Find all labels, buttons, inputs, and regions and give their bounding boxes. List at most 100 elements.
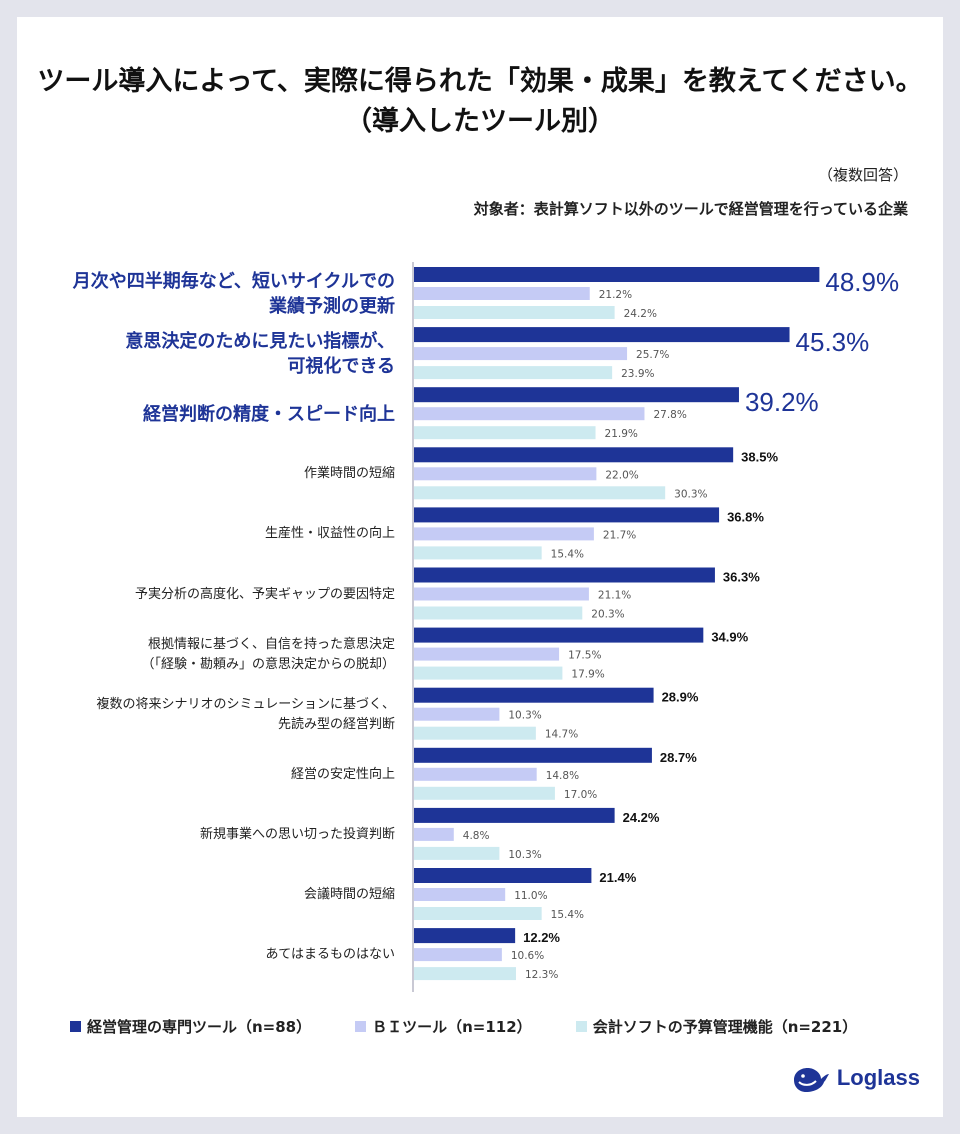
bar-bi-tool-10 xyxy=(414,827,454,841)
value-label-bi-tool-11: 11.0% xyxy=(514,890,547,902)
bar-accounting-software-4 xyxy=(414,486,666,500)
bar-specialized-tool-3 xyxy=(414,387,739,403)
category-label-10: 新規事業への思い切った投資判断 xyxy=(199,826,395,842)
bar-accounting-software-5 xyxy=(414,546,542,560)
bar-bi-tool-2 xyxy=(414,347,628,361)
value-label-accounting-software-12: 12.3% xyxy=(525,969,558,981)
bar-specialized-tool-7 xyxy=(414,627,704,643)
bar-bi-tool-7 xyxy=(414,647,560,661)
value-label-bi-tool-2: 25.7% xyxy=(636,349,669,361)
bar-specialized-tool-8 xyxy=(414,687,654,703)
category-axis-line xyxy=(412,262,414,992)
value-label-specialized-tool-5: 36.8% xyxy=(727,509,764,524)
legend-item-specialized-tool: 経営管理の専門ツール（n=88） xyxy=(70,1016,311,1037)
value-label-specialized-tool-6: 36.3% xyxy=(723,570,760,585)
legend-swatch-bi-tool xyxy=(355,1021,367,1032)
bar-accounting-software-2 xyxy=(414,366,613,380)
bar-accounting-software-7 xyxy=(414,666,563,680)
value-label-bi-tool-12: 10.6% xyxy=(511,950,544,962)
legend-label-accounting-software: 会計ソフトの予算管理機能（n=221） xyxy=(592,1018,858,1036)
bar-accounting-software-8 xyxy=(414,726,536,740)
bar-accounting-software-6 xyxy=(414,606,583,620)
bar-bi-tool-1 xyxy=(414,287,590,300)
legend-label-bi-tool: ＢＩツール（n=112） xyxy=(372,1018,532,1036)
value-label-specialized-tool-10: 24.2% xyxy=(623,810,660,825)
legend-swatch-accounting-software xyxy=(575,1021,587,1032)
legend-item-accounting-software: 会計ソフトの予算管理機能（n=221） xyxy=(575,1016,858,1037)
bar-bi-tool-8 xyxy=(414,707,500,721)
value-label-specialized-tool-4: 38.5% xyxy=(741,449,778,464)
bar-bi-tool-9 xyxy=(414,767,537,781)
category-label-7: 根拠情報に基づく、自信を持った意思決定 （「経験・勘頼み」の意思決定からの脱却） xyxy=(141,636,395,672)
value-label-accounting-software-5: 15.4% xyxy=(551,548,584,560)
target-respondents-note: 対象者：表計算ソフト以外のツールで経営管理を行っている企業 xyxy=(473,200,908,218)
category-label-12: あてはまるものはない xyxy=(265,947,395,963)
category-label-1: 月次や四半期毎など、短いサイクルでの 業績予測の更新 xyxy=(72,271,395,317)
bar-bi-tool-6 xyxy=(414,587,589,601)
chart-title-line1: ツール導入によって、実際に得られた「効果・成果」を教えてください。 xyxy=(37,66,923,97)
logo-text: Loglass xyxy=(836,1065,920,1090)
value-label-bi-tool-9: 14.8% xyxy=(546,770,579,782)
bar-specialized-tool-6 xyxy=(414,567,715,583)
value-label-accounting-software-6: 20.3% xyxy=(591,609,624,621)
bar-bi-tool-5 xyxy=(414,527,594,541)
bar-accounting-software-3 xyxy=(414,426,596,440)
value-label-bi-tool-4: 22.0% xyxy=(605,469,638,481)
bar-accounting-software-10 xyxy=(414,846,500,860)
value-label-specialized-tool-1: 48.9% xyxy=(825,267,899,297)
bar-bi-tool-11 xyxy=(414,888,506,901)
value-label-bi-tool-6: 21.1% xyxy=(598,590,631,602)
value-label-specialized-tool-7: 34.9% xyxy=(711,630,748,645)
bar-specialized-tool-12 xyxy=(414,928,516,944)
chart-title-line2: （導入したツール別） xyxy=(345,106,615,137)
legend-label-specialized-tool: 経営管理の専門ツール（n=88） xyxy=(87,1018,312,1036)
category-label-6: 予実分析の高度化、予実ギャップの要因特定 xyxy=(134,586,395,602)
value-label-bi-tool-7: 17.5% xyxy=(568,650,601,662)
chart-title: ツール導入によって、実際に得られた「効果・成果」を教えてください。 （導入したツ… xyxy=(0,62,960,142)
bar-bi-tool-3 xyxy=(414,407,645,421)
value-label-specialized-tool-11: 21.4% xyxy=(599,870,636,885)
bar-specialized-tool-10 xyxy=(414,807,615,823)
category-label-11: 会議時間の短縮 xyxy=(303,887,395,902)
value-label-accounting-software-3: 21.9% xyxy=(605,428,638,440)
bar-accounting-software-1 xyxy=(414,306,615,319)
category-label-3: 経営判断の精度・スピード向上 xyxy=(143,403,395,425)
value-label-accounting-software-8: 14.7% xyxy=(545,729,578,741)
value-label-accounting-software-9: 17.0% xyxy=(564,789,597,801)
value-label-accounting-software-7: 17.9% xyxy=(571,669,604,681)
value-label-bi-tool-3: 27.8% xyxy=(653,409,686,421)
legend: 経営管理の専門ツール（n=88） ＢＩツール（n=112） 会計ソフトの予算管理… xyxy=(70,1016,857,1037)
value-label-accounting-software-2: 23.9% xyxy=(621,368,654,380)
whale-logo-icon xyxy=(793,1068,829,1092)
value-label-specialized-tool-8: 28.9% xyxy=(662,690,699,705)
loglass-logo: Loglass xyxy=(791,1062,920,1094)
value-label-accounting-software-11: 15.4% xyxy=(551,909,584,921)
bar-specialized-tool-4 xyxy=(414,447,734,463)
bar-specialized-tool-9 xyxy=(414,747,652,763)
category-label-8: 複数の将来シナリオのシミュレーションに基づく、 先読み型の経営判断 xyxy=(96,696,395,732)
value-label-bi-tool-8: 10.3% xyxy=(508,710,541,722)
legend-item-bi-tool: ＢＩツール（n=112） xyxy=(355,1016,532,1037)
value-label-accounting-software-10: 10.3% xyxy=(508,849,541,861)
value-label-specialized-tool-12: 12.2% xyxy=(523,930,560,945)
value-label-specialized-tool-9: 28.7% xyxy=(660,750,697,765)
bar-specialized-tool-11 xyxy=(414,868,592,883)
value-label-bi-tool-5: 21.7% xyxy=(603,529,636,541)
value-label-accounting-software-4: 30.3% xyxy=(674,488,707,500)
category-label-9: 経営の安定性向上 xyxy=(290,766,395,782)
value-label-bi-tool-1: 21.2% xyxy=(599,289,632,301)
value-label-specialized-tool-3: 39.2% xyxy=(745,387,819,417)
legend-swatch-specialized-tool xyxy=(70,1021,81,1032)
value-label-accounting-software-1: 24.2% xyxy=(624,308,657,320)
category-label-2: 意思決定のために見たい指標が、 可視化できる xyxy=(125,331,395,378)
multiple-answer-note: （複数回答） xyxy=(817,166,908,184)
value-label-bi-tool-10: 4.8% xyxy=(463,830,490,842)
category-label-5: 生産性・収益性の向上 xyxy=(264,526,395,542)
category-label-4: 作業時間の短縮 xyxy=(303,466,395,482)
bar-specialized-tool-1 xyxy=(414,267,820,282)
bar-specialized-tool-5 xyxy=(414,507,720,523)
bar-accounting-software-12 xyxy=(414,967,516,981)
bar-accounting-software-11 xyxy=(414,907,542,920)
bar-bi-tool-12 xyxy=(414,948,502,962)
